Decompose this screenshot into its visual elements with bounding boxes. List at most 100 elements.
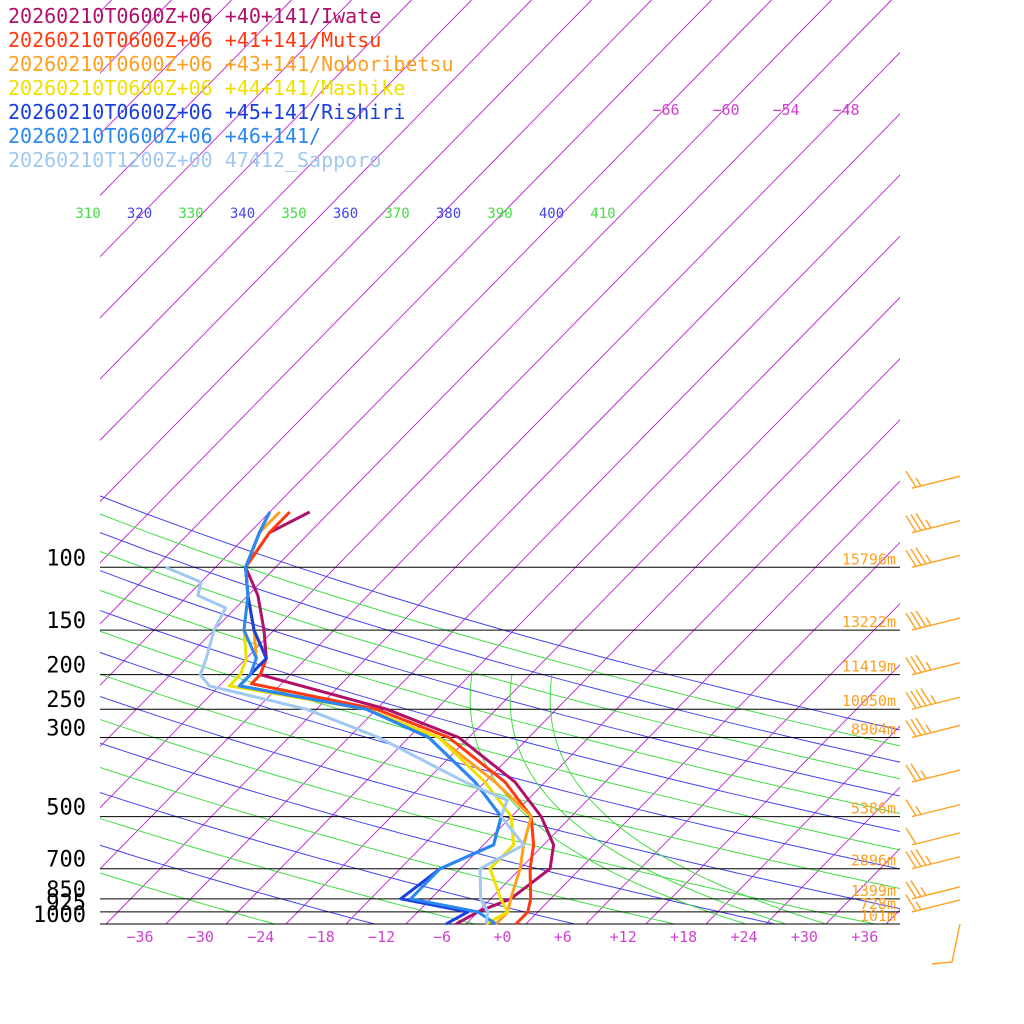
wind-barb	[931, 923, 961, 965]
wind-barb-flag	[905, 894, 917, 912]
temperature-tick: −18	[308, 928, 335, 946]
legend-item: 20260210T0600Z+06 +44+141/Mashike	[8, 76, 406, 100]
theta-label: 330	[178, 206, 203, 222]
wind-barb-shaft	[931, 923, 961, 965]
wind-barb-flag	[910, 656, 922, 673]
wind-barb-flag	[905, 851, 917, 869]
theta-label: 320	[127, 206, 152, 222]
theta-label: 350	[281, 206, 306, 222]
wind-barb-half	[925, 661, 932, 671]
wind-barb	[905, 848, 961, 870]
wind-barb-flag	[905, 612, 917, 630]
wind-barb-flag	[910, 514, 922, 531]
isotherm-line	[645, 664, 900, 924]
height-label: 5386m	[851, 800, 896, 818]
wind-barb-flag	[910, 850, 922, 867]
wind-barb	[905, 763, 961, 783]
isotherm-line	[585, 602, 900, 924]
temperature-tick: +0	[493, 928, 511, 946]
wind-barb-flag	[915, 610, 927, 627]
wind-barb-half	[925, 616, 932, 626]
isotherm-label: −48	[832, 101, 859, 119]
isotherm-line	[165, 174, 900, 924]
temperature-tick: +18	[670, 928, 697, 946]
height-label: 1399m	[851, 882, 896, 900]
isotherm-label: −66	[652, 101, 679, 119]
series-line-6	[165, 565, 526, 925]
dry-adiabat-line	[100, 817, 475, 924]
wind-barb-flag	[915, 547, 927, 565]
dry-adiabat-line	[100, 589, 900, 815]
legend-item: 20260210T0600Z+06 +43+141/Noboribetsu	[8, 52, 454, 76]
dry-adiabat-line	[100, 872, 275, 924]
height-label: 13222m	[842, 613, 896, 631]
wind-barb-half	[915, 806, 922, 815]
wind-barb-flag	[905, 549, 917, 567]
wind-barb-flag	[915, 689, 927, 707]
isotherm-line	[405, 419, 900, 924]
legend-item: 20260210T0600Z+06 +46+141/	[8, 124, 322, 148]
theta-label: 340	[230, 206, 255, 222]
temperature-tick: +30	[791, 928, 818, 946]
wind-barb-flag	[910, 880, 922, 897]
isotherm-line	[100, 0, 652, 564]
wind-barb-shaft	[911, 886, 961, 900]
wind-barb-half	[915, 477, 922, 487]
pressure-label: 500	[46, 796, 86, 821]
theta-label: 360	[333, 206, 358, 222]
isotherm-label: −60	[712, 101, 739, 119]
isotherm-line	[100, 0, 712, 625]
wind-barb	[905, 894, 961, 913]
wind-barb-flag	[915, 654, 927, 672]
wind-barb-shaft	[911, 832, 961, 846]
dry-adiabat-line	[100, 609, 900, 833]
pressure-label: 250	[46, 688, 86, 713]
dry-adiabat-line	[100, 844, 375, 924]
height-label: 2896m	[851, 852, 896, 870]
isotherm-line	[100, 0, 532, 441]
wind-barb-flag	[905, 764, 917, 782]
dry-adiabat-line	[100, 718, 875, 924]
wind-barb-shaft	[911, 899, 961, 913]
isotherm-line	[100, 0, 592, 503]
isotherm-line	[100, 0, 772, 686]
height-label: 728m	[860, 895, 896, 913]
dry-adiabat-line	[100, 532, 900, 763]
wind-barb-flag	[910, 763, 922, 781]
temperature-tick: +24	[730, 928, 757, 946]
wind-barb	[905, 880, 961, 900]
theta-label: 380	[436, 206, 461, 222]
wind-barb-flag	[910, 690, 922, 708]
wind-barb-flag	[910, 718, 922, 736]
theta-label: 310	[75, 206, 100, 222]
dry-adiabat-line	[100, 495, 900, 731]
temperature-tick: +36	[851, 928, 878, 946]
isotherm-line	[285, 296, 900, 924]
legend: 20260210T0600Z+06 +40+141/Iwate 20260210T…	[8, 4, 454, 172]
wind-barb	[905, 688, 961, 710]
pressure-label: 100	[46, 546, 86, 571]
dry-adiabat-line	[100, 792, 575, 924]
wind-barb-flag	[905, 720, 917, 737]
dry-adiabat-line	[100, 673, 900, 890]
temperature-tick: −12	[368, 928, 395, 946]
wind-barb-flag	[915, 848, 927, 866]
dry-adiabat-lines	[100, 495, 900, 924]
isotherm-line	[100, 0, 892, 809]
wind-barb-shaft	[911, 520, 961, 534]
wind-barb-shaft	[911, 769, 961, 783]
pressure-label: 200	[46, 654, 86, 679]
pressure-label: 700	[46, 848, 86, 873]
wind-barb-flag	[910, 548, 922, 566]
legend-item: 20260210T1200Z+00 47412_Sapporo	[8, 148, 382, 172]
isotherm-line	[885, 909, 900, 924]
theta-label: 370	[384, 206, 409, 222]
dry-adiabat-line	[100, 570, 900, 797]
wind-barb-shaft	[911, 724, 961, 739]
isotherm-line	[100, 0, 412, 319]
height-label: 8904m	[851, 720, 896, 738]
wind-barb-flag	[905, 799, 917, 816]
wind-barb	[905, 512, 961, 534]
